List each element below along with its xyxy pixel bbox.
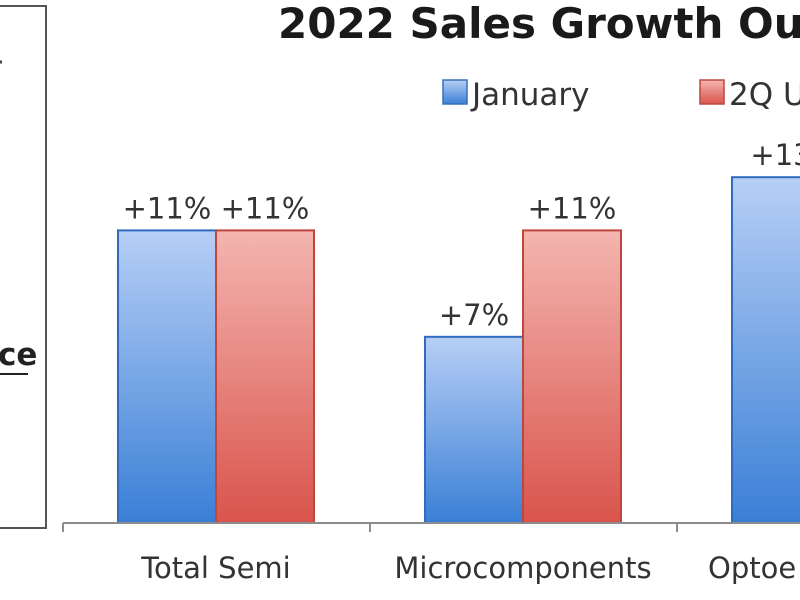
chart-title: 2022 Sales Growth Ou [278, 0, 800, 48]
bar-2q-1 [522, 229, 622, 524]
data-label-january-2: +13 [750, 138, 800, 172]
data-label-january-0: +11% [123, 191, 212, 225]
legend-label-january: January [470, 77, 590, 113]
data-label-2q-0: +11% [221, 191, 310, 225]
category-label-2: Optoe [708, 551, 796, 585]
legend: January 2Q U [442, 77, 800, 113]
data-label-january-1: +7% [439, 298, 509, 332]
x-axis [62, 522, 800, 532]
side-panel [0, 5, 47, 529]
data-labels: +11% +11% +7% +11% +13 [123, 138, 800, 332]
legend-swatch-january [442, 79, 468, 105]
bars [117, 176, 800, 524]
data-label-2q-1: +11% [528, 191, 617, 225]
legend-label-2q: 2Q U [729, 77, 800, 113]
bar-2q-0 [215, 229, 315, 524]
bar-january-1 [424, 335, 524, 524]
category-label-1: Microcomponents [394, 551, 651, 585]
category-labels: Total Semi Microcomponents Optoe [140, 551, 796, 585]
side-panel-text: ce [0, 337, 37, 373]
bar-january-0 [117, 229, 217, 524]
category-label-0: Total Semi [140, 551, 291, 585]
bar-january-2 [731, 176, 800, 524]
legend-swatch-2q [699, 79, 725, 105]
